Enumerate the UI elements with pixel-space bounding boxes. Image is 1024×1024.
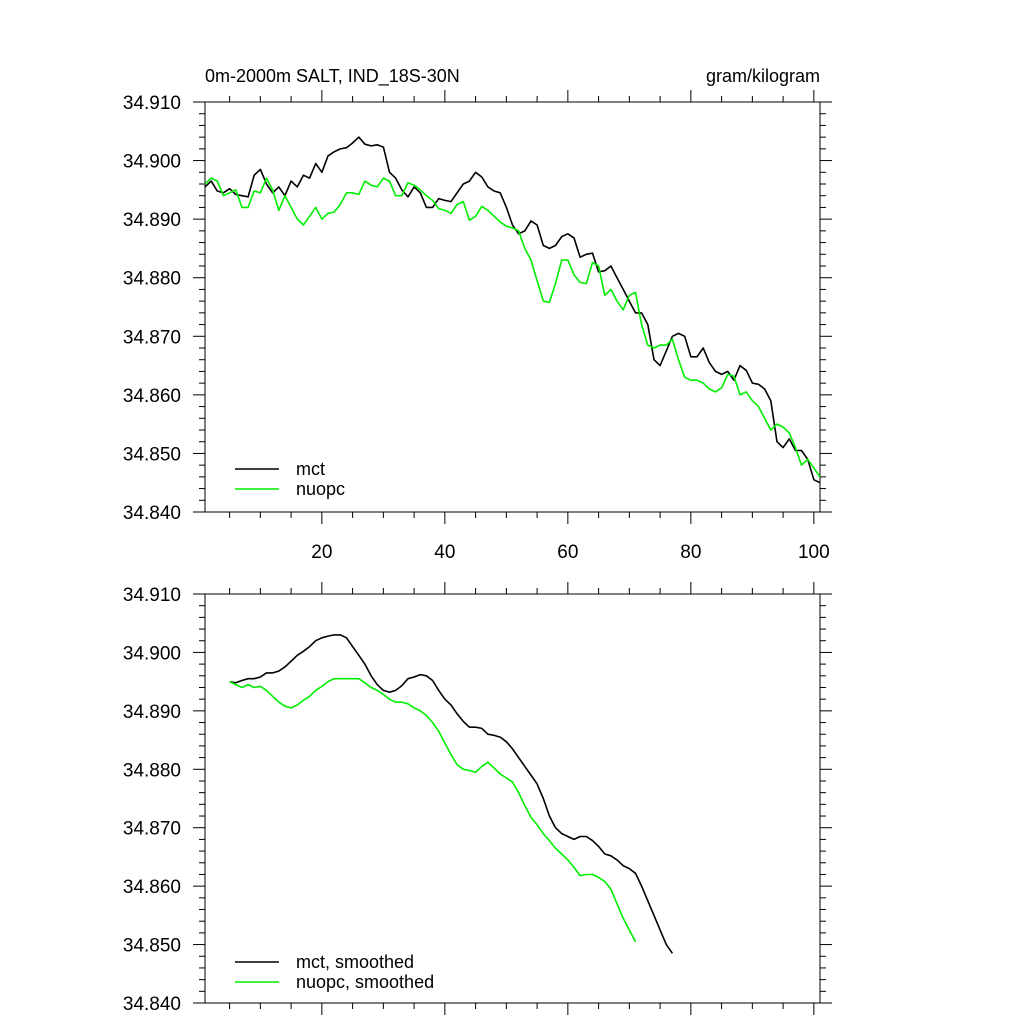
plot-frame xyxy=(204,101,821,513)
series-line-mct xyxy=(204,136,821,484)
y-tick-label: 34.850 xyxy=(123,936,181,957)
y-tick-label: 34.870 xyxy=(123,819,181,840)
y-tick-label: 34.840 xyxy=(123,503,181,524)
x-tick-label: 40 xyxy=(434,542,455,563)
plot-frame xyxy=(204,593,821,1004)
y-tick-label: 34.910 xyxy=(123,93,181,114)
x-tick-label: 20 xyxy=(311,542,332,563)
x-tick-label: 100 xyxy=(798,542,830,563)
chart-units: gram/kilogram xyxy=(706,66,820,86)
y-tick-label: 34.870 xyxy=(123,327,181,348)
x-tick-label: 60 xyxy=(557,542,578,563)
y-tick-label: 34.850 xyxy=(123,444,181,465)
series-line-mct-smoothed xyxy=(229,634,674,954)
chart-title: 0m-2000m SALT, IND_18S-30N xyxy=(205,66,460,87)
y-tick-label: 34.900 xyxy=(123,152,181,173)
y-tick-label: 34.840 xyxy=(123,994,181,1015)
x-tick-label: 80 xyxy=(680,542,701,563)
series-line-nuopc xyxy=(204,177,821,478)
y-tick-label: 34.880 xyxy=(123,760,181,781)
legend-label: mct, smoothed xyxy=(296,952,414,972)
y-tick-label: 34.910 xyxy=(123,585,181,606)
y-tick-label: 34.860 xyxy=(123,877,181,898)
series-line-nuopc-smoothed xyxy=(229,677,637,943)
y-tick-label: 34.890 xyxy=(123,210,181,231)
legend-label: nuopc xyxy=(296,479,345,499)
y-tick-label: 34.860 xyxy=(123,386,181,407)
legend-label: nuopc, smoothed xyxy=(296,972,434,992)
y-tick-label: 34.880 xyxy=(123,269,181,290)
bottom-panel: 34.840 34.850 34.860 34.870 34.880 34.890 34.9… xyxy=(123,582,832,1015)
top-panel: 34.840 34.850 34.860 34.870 34.880 34.890 34.9… xyxy=(123,90,832,563)
legend-label: mct xyxy=(296,459,325,479)
y-tick-label: 34.890 xyxy=(123,702,181,723)
y-tick-label: 34.900 xyxy=(123,643,181,664)
